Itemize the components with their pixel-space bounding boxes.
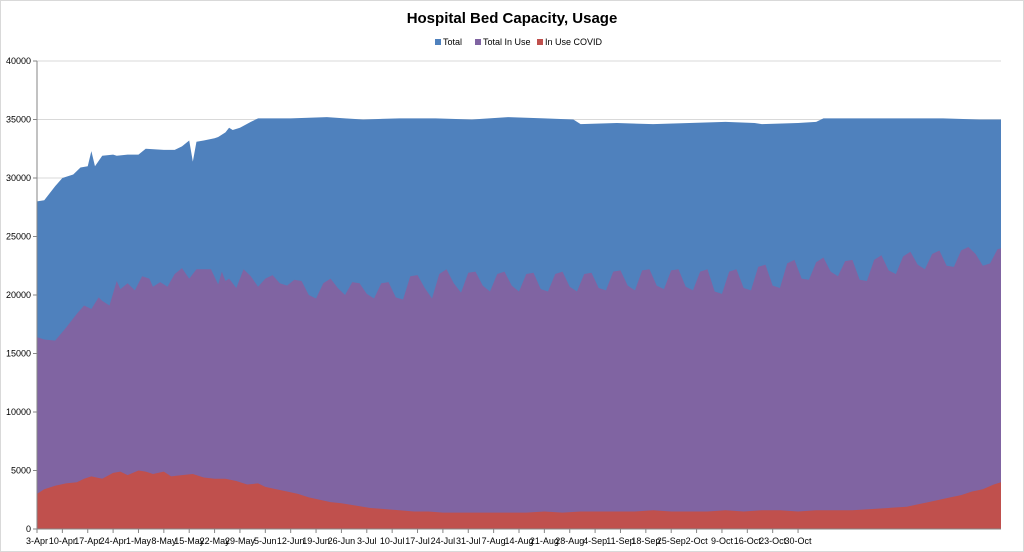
y-tick-label: 15000 bbox=[6, 349, 31, 359]
x-tick-label: 8-May bbox=[151, 536, 177, 546]
chart-legend: Total Total In Use In Use COVID bbox=[435, 37, 603, 47]
x-tick-label: 17-Jul bbox=[405, 536, 430, 546]
legend-label: Total bbox=[443, 37, 462, 47]
x-tick-label: 18-Sep bbox=[631, 536, 660, 546]
y-tick-label: 40000 bbox=[6, 56, 31, 66]
y-axis-ticks: 0 5000 10000 15000 20000 25000 30000 35000 40000 bbox=[6, 56, 37, 534]
x-tick-label: 24-Jul bbox=[431, 536, 456, 546]
legend-swatch bbox=[537, 39, 543, 45]
y-tick-label: 30000 bbox=[6, 173, 31, 183]
y-tick-label: 25000 bbox=[6, 232, 31, 242]
y-tick-label: 5000 bbox=[11, 466, 31, 476]
x-tick-label: 15-May bbox=[174, 536, 205, 546]
x-tick-label: 24-Apr bbox=[100, 536, 127, 546]
y-tick-label: 20000 bbox=[6, 290, 31, 300]
x-tick-label: 7-Aug bbox=[482, 536, 506, 546]
x-tick-label: 9-Oct bbox=[711, 536, 734, 546]
y-tick-label: 0 bbox=[26, 524, 31, 534]
x-tick-label: 23-Oct bbox=[759, 536, 787, 546]
x-tick-label: 3-Apr bbox=[26, 536, 48, 546]
x-tick-label: 31-Jul bbox=[456, 536, 481, 546]
x-tick-label: 12-Jun bbox=[277, 536, 305, 546]
x-tick-label: 16-Oct bbox=[734, 536, 762, 546]
chart-title: Hospital Bed Capacity, Usage bbox=[407, 10, 618, 27]
legend-swatch bbox=[435, 39, 441, 45]
x-tick-label: 29-May bbox=[225, 536, 256, 546]
x-tick-label: 1-May bbox=[126, 536, 152, 546]
x-tick-label: 5-Jun bbox=[254, 536, 277, 546]
x-tick-label: 19-Jun bbox=[302, 536, 330, 546]
x-tick-label: 30-Oct bbox=[785, 536, 813, 546]
x-tick-label: 14-Aug bbox=[504, 536, 533, 546]
x-tick-label: 21-Aug bbox=[530, 536, 559, 546]
x-tick-label: 10-Jul bbox=[380, 536, 405, 546]
y-tick-label: 10000 bbox=[6, 407, 31, 417]
x-tick-label: 22-May bbox=[200, 536, 231, 546]
legend-label: In Use COVID bbox=[545, 37, 603, 47]
x-tick-label: 25-Sep bbox=[657, 536, 686, 546]
y-tick-label: 35000 bbox=[6, 115, 31, 125]
x-tick-label: 3-Jul bbox=[357, 536, 377, 546]
series-area-2 bbox=[37, 470, 1001, 529]
series-area-1 bbox=[37, 247, 1001, 529]
x-tick-label: 11-Sep bbox=[606, 536, 634, 546]
legend-label: Total In Use bbox=[483, 37, 531, 47]
legend-swatch bbox=[475, 39, 481, 45]
series-layer bbox=[37, 117, 1001, 529]
x-tick-label: 4-Sep bbox=[583, 536, 607, 546]
x-tick-label: 10-Apr bbox=[49, 536, 76, 546]
x-tick-label: 17-Apr bbox=[74, 536, 101, 546]
x-tick-label: 2-Oct bbox=[686, 536, 709, 546]
x-tick-label: 28-Aug bbox=[555, 536, 584, 546]
x-tick-label: 26-Jun bbox=[328, 536, 356, 546]
